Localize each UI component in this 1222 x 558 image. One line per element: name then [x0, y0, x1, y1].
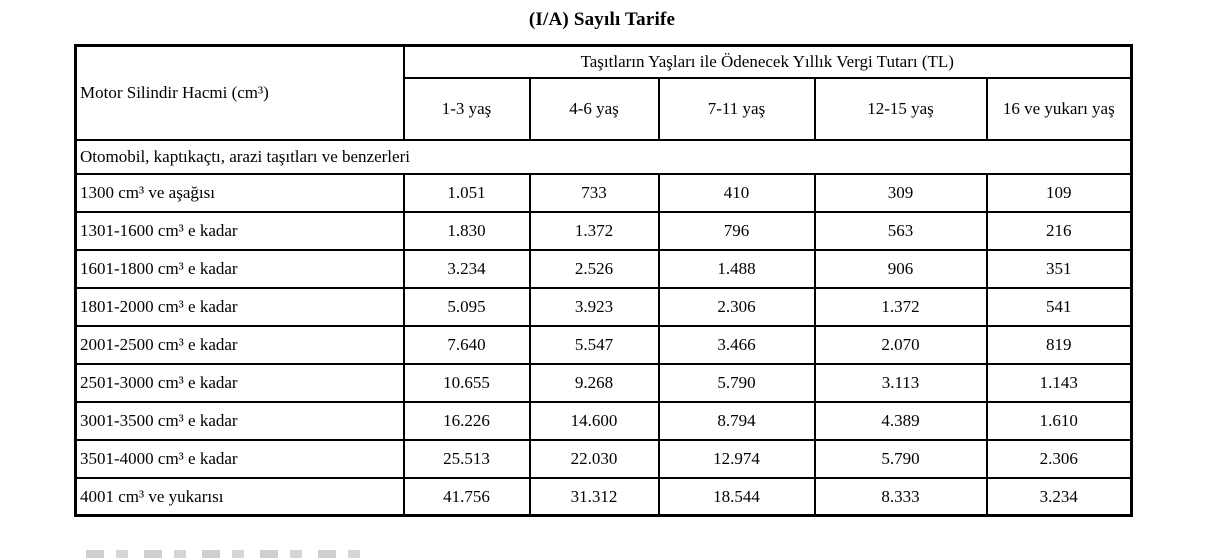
tax-value-cell: 12.974	[657, 438, 816, 479]
table-row: 1-3 yaş 4-6 yaş 7-11 yaş 12-15 yaş 16 ve…	[76, 76, 1133, 141]
tax-value-cell: 906	[813, 248, 988, 289]
table-row: 1300 cm³ ve aşağısı 1.051 733 410 309 10…	[74, 172, 1133, 213]
tax-value-cell: 1.610	[985, 400, 1133, 441]
tax-value-cell: 1.830	[402, 210, 531, 251]
tax-value-cell: 1.051	[402, 172, 531, 213]
tax-value-cell: 3.234	[402, 248, 531, 289]
tax-value-cell: 4.389	[813, 400, 988, 441]
engine-size-label: 2001-2500 cm³ e kadar	[74, 324, 405, 365]
tax-value-cell: 410	[657, 172, 816, 213]
tax-value-cell: 5.790	[657, 362, 816, 403]
tax-value-cell: 2.306	[657, 286, 816, 327]
column-header-age-12-15: 12-15 yaş	[813, 76, 988, 141]
tax-value-cell: 2.070	[813, 324, 988, 365]
section-header-automobiles: Otomobil, kaptıkaçtı, arazi taşıtları ve…	[74, 138, 1133, 175]
tax-value-cell: 3.466	[657, 324, 816, 365]
tax-value-cell: 1.372	[528, 210, 660, 251]
engine-size-label: 3501-4000 cm³ e kadar	[74, 438, 405, 479]
tax-value-cell: 1.488	[657, 248, 816, 289]
tax-value-cell: 8.794	[657, 400, 816, 441]
tax-value-cell: 3.234	[985, 476, 1133, 517]
tax-value-cell: 31.312	[528, 476, 660, 517]
tax-value-cell: 7.640	[402, 324, 531, 365]
tax-value-cell: 2.526	[528, 248, 660, 289]
tax-value-cell: 25.513	[402, 438, 531, 479]
table-row: 3501-4000 cm³ e kadar 25.513 22.030 12.9…	[74, 438, 1133, 479]
table-row: 3001-3500 cm³ e kadar 16.226 14.600 8.79…	[74, 400, 1133, 441]
column-header-age-4-6: 4-6 yaş	[528, 76, 660, 141]
tax-value-cell: 3.113	[813, 362, 988, 403]
tax-value-cell: 733	[528, 172, 660, 213]
table-row: 1801-2000 cm³ e kadar 5.095 3.923 2.306 …	[74, 286, 1133, 327]
tax-value-cell: 541	[985, 286, 1133, 327]
tax-value-cell: 2.306	[985, 438, 1133, 479]
section-row: Otomobil, kaptıkaçtı, arazi taşıtları ve…	[74, 138, 1133, 175]
column-header-age-16-plus: 16 ve yukarı yaş	[985, 76, 1133, 141]
table-row: 1601-1800 cm³ e kadar 3.234 2.526 1.488 …	[74, 248, 1133, 289]
table-row: 2501-3000 cm³ e kadar 10.655 9.268 5.790…	[74, 362, 1133, 403]
table-row: Motor Silindir Hacmi (cm³) Taşıtların Ya…	[74, 44, 1133, 141]
tax-value-cell: 8.333	[813, 476, 988, 517]
vehicle-tax-tariff-table: Motor Silindir Hacmi (cm³) Taşıtların Ya…	[74, 44, 1134, 517]
tax-value-cell: 22.030	[528, 438, 660, 479]
tax-value-cell: 5.790	[813, 438, 988, 479]
tax-value-cell: 9.268	[528, 362, 660, 403]
tax-value-cell: 5.547	[528, 324, 660, 365]
column-header-engine-displacement: Motor Silindir Hacmi (cm³)	[74, 44, 405, 141]
engine-size-label: 1601-1800 cm³ e kadar	[74, 248, 405, 289]
column-group-header-annual-tax: Taşıtların Yaşları ile Ödenecek Yıllık V…	[402, 44, 1133, 79]
tax-value-cell: 1.143	[985, 362, 1133, 403]
tax-value-cell: 309	[813, 172, 988, 213]
engine-size-label: 1301-1600 cm³ e kadar	[74, 210, 405, 251]
tax-value-cell: 10.655	[402, 362, 531, 403]
table-row: 2001-2500 cm³ e kadar 7.640 5.547 3.466 …	[74, 324, 1133, 365]
tax-value-cell: 16.226	[402, 400, 531, 441]
tax-value-cell: 563	[813, 210, 988, 251]
column-header-age-1-3: 1-3 yaş	[402, 76, 531, 141]
table-row: 1301-1600 cm³ e kadar 1.830 1.372 796 56…	[74, 210, 1133, 251]
page-title: (I/A) Sayılı Tarife	[528, 9, 676, 30]
tax-value-cell: 18.544	[657, 476, 816, 517]
engine-size-label: 1801-2000 cm³ e kadar	[74, 286, 405, 327]
engine-size-label: 2501-3000 cm³ e kadar	[74, 362, 405, 403]
clipped-text-fragment	[86, 550, 376, 558]
engine-size-label: 1300 cm³ ve aşağısı	[74, 172, 405, 213]
column-header-age-7-11: 7-11 yaş	[657, 76, 816, 141]
engine-size-label: 3001-3500 cm³ e kadar	[74, 400, 405, 441]
tax-value-cell: 351	[985, 248, 1133, 289]
tax-value-cell: 216	[985, 210, 1133, 251]
tax-value-cell: 796	[657, 210, 816, 251]
tax-value-cell: 5.095	[402, 286, 531, 327]
tax-value-cell: 109	[985, 172, 1133, 213]
engine-size-label: 4001 cm³ ve yukarısı	[74, 476, 405, 517]
tax-value-cell: 14.600	[528, 400, 660, 441]
tax-value-cell: 1.372	[813, 286, 988, 327]
table-row: 4001 cm³ ve yukarısı 41.756 31.312 18.54…	[74, 476, 1133, 517]
tax-value-cell: 41.756	[402, 476, 531, 517]
tax-value-cell: 3.923	[528, 286, 660, 327]
tax-value-cell: 819	[985, 324, 1133, 365]
